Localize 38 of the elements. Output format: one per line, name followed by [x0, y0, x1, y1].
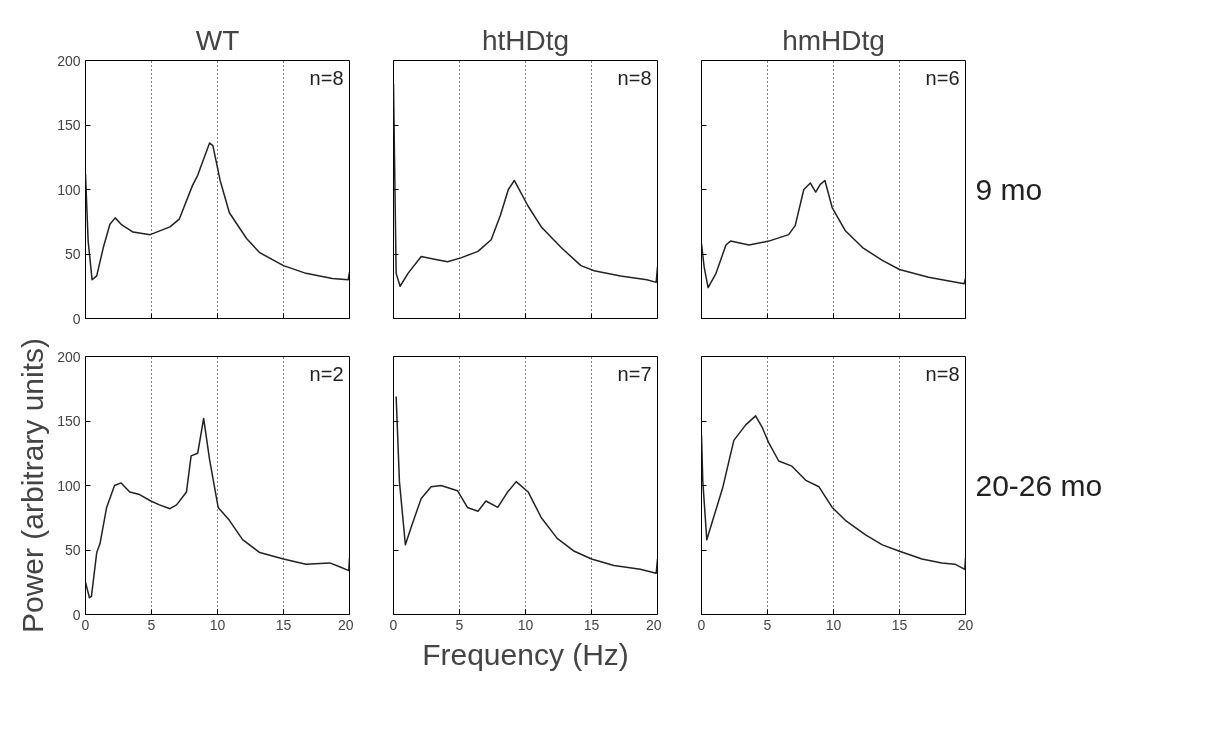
chart-title: WT: [195, 24, 240, 56]
annotation: n=8: [925, 362, 960, 385]
x-tick-label: 20: [645, 616, 662, 633]
x-tick-label: 5: [147, 616, 156, 633]
y-tick-label: 100: [57, 477, 81, 494]
y-tick-label: 200: [57, 52, 81, 69]
y-tick-label: 50: [64, 542, 81, 558]
annotation: n=6: [925, 66, 960, 89]
line-series: [85, 142, 350, 281]
x-tick-label: 10: [825, 616, 842, 633]
x-tick-label: 15: [275, 616, 292, 633]
text: 20-26 mo: [975, 469, 1103, 502]
x-tick-label: 10: [517, 616, 534, 633]
x-tick-label: 0: [389, 616, 398, 633]
y-tick-label: 200: [57, 348, 81, 365]
x-tick-label: 15: [583, 616, 600, 633]
x-tick-label: 20: [957, 616, 974, 633]
y-axis-title: Power (arbitrary units): [16, 337, 50, 634]
text: 9 mo: [975, 173, 1043, 206]
annotation: n=7: [617, 362, 652, 385]
y-tick-label: 150: [57, 413, 81, 429]
y-tick-label: 0: [72, 310, 81, 327]
annotation: n=2: [309, 362, 344, 385]
annotation: n=8: [309, 66, 344, 89]
x-tick-label: 20: [337, 616, 354, 633]
chart-title: htHDtg: [481, 24, 570, 56]
y-tick-label: 50: [64, 246, 81, 262]
chart-title: hmHDtg: [782, 24, 885, 56]
y-tick-label: 100: [57, 181, 81, 198]
x-tick-label: 0: [697, 616, 706, 633]
annotation: n=8: [617, 66, 652, 89]
x-tick-label: 10: [209, 616, 226, 633]
x-axis-title: Frequency (Hz): [422, 637, 629, 671]
y-tick-label: 150: [57, 117, 81, 133]
x-tick-label: 5: [455, 616, 464, 633]
x-tick-label: 5: [763, 616, 772, 633]
x-tick-label: 15: [891, 616, 908, 633]
line-series: [85, 417, 350, 599]
